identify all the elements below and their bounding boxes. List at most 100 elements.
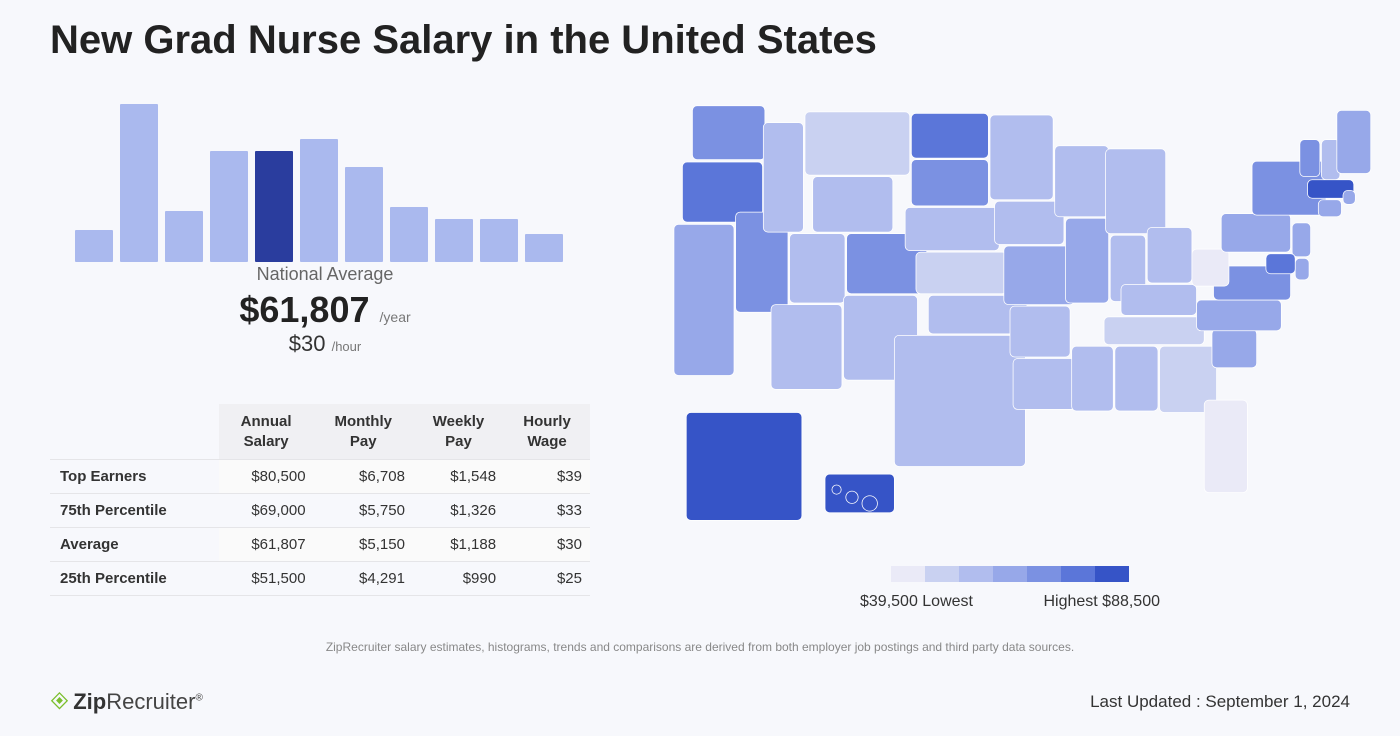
- table-cell: $5,750: [314, 494, 413, 528]
- logo-chair-icon: 🞚: [50, 688, 69, 716]
- state-AL: [1115, 346, 1158, 411]
- state-SD: [911, 160, 988, 206]
- hourly-suffix: /hour: [332, 339, 362, 354]
- state-SC: [1212, 329, 1257, 368]
- table-header: MonthlyPay: [314, 404, 413, 460]
- histogram-bar: [480, 219, 518, 262]
- histogram-bar: [435, 219, 473, 262]
- state-AR: [1010, 306, 1070, 357]
- row-label: Average: [50, 528, 219, 562]
- state-MD: [1266, 254, 1295, 274]
- national-average-block: National Average $61,807 /year $30 /hour: [75, 264, 575, 357]
- table-cell: $51,500: [219, 562, 314, 596]
- table-cell: $990: [413, 562, 504, 596]
- state-FL: [1204, 400, 1247, 493]
- table-cell: $39: [504, 460, 590, 494]
- state-MI: [1106, 149, 1166, 234]
- national-average-annual: $61,807: [239, 289, 369, 330]
- table-cell: $4,291: [314, 562, 413, 596]
- state-NE: [905, 207, 999, 250]
- state-LA: [1013, 359, 1076, 410]
- state-MO: [1004, 246, 1075, 305]
- state-ND: [911, 113, 988, 158]
- histogram-bar: [210, 151, 248, 262]
- table-header: AnnualSalary: [219, 404, 314, 460]
- state-TN: [1104, 317, 1204, 345]
- state-KY: [1121, 285, 1197, 316]
- histogram-bar: [345, 167, 383, 262]
- table-header: [50, 404, 219, 460]
- histogram-bar: [165, 211, 203, 262]
- table-row: 75th Percentile$69,000$5,750$1,326$33: [50, 494, 590, 528]
- table-cell: $61,807: [219, 528, 314, 562]
- legend-low: $39,500 Lowest: [860, 593, 973, 611]
- histogram-bar: [255, 151, 293, 262]
- legend-swatch: [1027, 566, 1061, 582]
- disclaimer-text: ZipRecruiter salary estimates, histogram…: [0, 640, 1400, 654]
- ziprecruiter-logo: 🞚 ZipRecruiter®: [50, 688, 203, 716]
- state-CA: [674, 224, 734, 375]
- table-cell: $30: [504, 528, 590, 562]
- state-PA: [1221, 214, 1290, 253]
- histogram-bar: [525, 234, 563, 262]
- legend-swatch: [1061, 566, 1095, 582]
- table-row: Average$61,807$5,150$1,188$30: [50, 528, 590, 562]
- last-updated: Last Updated : September 1, 2024: [1090, 692, 1350, 712]
- state-IA: [995, 201, 1064, 244]
- state-WY: [813, 177, 893, 233]
- national-average-hourly: $30: [289, 331, 326, 356]
- row-label: 75th Percentile: [50, 494, 219, 528]
- state-CT: [1318, 200, 1341, 217]
- state-WI: [1055, 146, 1109, 217]
- legend-swatch: [993, 566, 1027, 582]
- table-cell: $1,326: [413, 494, 504, 528]
- table-row: 25th Percentile$51,500$4,291$990$25: [50, 562, 590, 596]
- state-ID: [763, 123, 803, 232]
- state-KS: [916, 252, 1007, 294]
- salary-table: AnnualSalaryMonthlyPayWeeklyPayHourlyWag…: [50, 404, 590, 596]
- histogram-bar: [390, 207, 428, 262]
- page-title: New Grad Nurse Salary in the United Stat…: [50, 18, 877, 63]
- row-label: Top Earners: [50, 460, 219, 494]
- legend-swatch: [925, 566, 959, 582]
- state-AK: [686, 413, 802, 521]
- legend-swatch: [891, 566, 925, 582]
- map-legend: $39,500 Lowest Highest $88,500: [640, 566, 1380, 611]
- state-MN: [990, 115, 1053, 200]
- table-cell: $33: [504, 494, 590, 528]
- table-cell: $1,548: [413, 460, 504, 494]
- salary-histogram: [75, 104, 575, 262]
- table-cell: $80,500: [219, 460, 314, 494]
- state-WV: [1192, 249, 1229, 286]
- table-cell: $1,188: [413, 528, 504, 562]
- state-IL: [1066, 218, 1109, 303]
- us-map: [640, 86, 1380, 554]
- legend-swatch: [1095, 566, 1129, 582]
- state-WA: [692, 106, 764, 160]
- legend-swatch: [959, 566, 993, 582]
- state-RI: [1343, 191, 1355, 205]
- histogram-bar: [75, 230, 113, 262]
- table-cell: $69,000: [219, 494, 314, 528]
- table-cell: $6,708: [314, 460, 413, 494]
- state-NC: [1197, 300, 1282, 331]
- histogram-bar: [300, 139, 338, 262]
- state-TX: [894, 335, 1025, 466]
- state-MT: [805, 112, 910, 175]
- state-NJ: [1292, 223, 1311, 257]
- table-cell: $5,150: [314, 528, 413, 562]
- state-UT: [790, 234, 846, 303]
- state-VT: [1300, 140, 1320, 177]
- state-OH: [1147, 228, 1192, 284]
- national-average-label: National Average: [75, 264, 575, 285]
- table-header: HourlyWage: [504, 404, 590, 460]
- table-cell: $25: [504, 562, 590, 596]
- legend-high: Highest $88,500: [1043, 593, 1160, 611]
- state-MS: [1072, 346, 1114, 411]
- annual-suffix: /year: [380, 309, 411, 325]
- row-label: 25th Percentile: [50, 562, 219, 596]
- state-DE: [1295, 258, 1309, 280]
- state-AZ: [771, 305, 842, 390]
- table-header: WeeklyPay: [413, 404, 504, 460]
- histogram-bar: [120, 104, 158, 262]
